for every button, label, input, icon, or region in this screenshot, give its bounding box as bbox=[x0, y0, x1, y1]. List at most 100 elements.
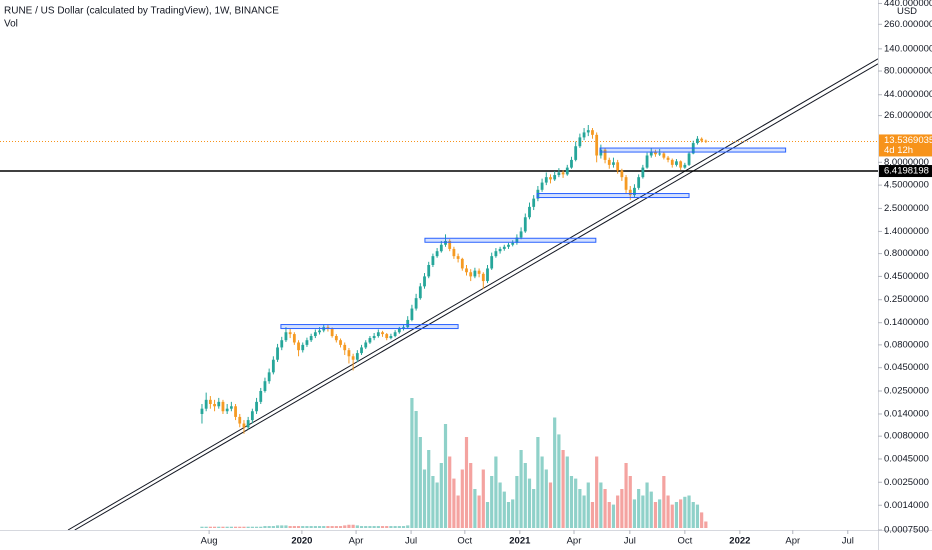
volume-bar bbox=[691, 502, 695, 528]
volume-bar bbox=[603, 489, 607, 528]
candle-body bbox=[574, 146, 578, 160]
volume-bar bbox=[380, 526, 385, 528]
volume-bar bbox=[389, 526, 393, 528]
candle-body bbox=[234, 406, 237, 417]
volume-bar bbox=[548, 482, 553, 528]
candle-body bbox=[435, 251, 439, 257]
volume-bar bbox=[364, 526, 368, 528]
candle-body bbox=[645, 155, 649, 168]
y-tick-label: 2.5000000 bbox=[884, 203, 929, 214]
y-tick-label: 44.0000000 bbox=[884, 89, 932, 100]
volume-bar bbox=[679, 499, 683, 528]
candle-body bbox=[460, 258, 464, 269]
volume-bar bbox=[540, 456, 544, 528]
candle-body bbox=[599, 149, 603, 156]
y-tick-label: 0.0450000 bbox=[884, 362, 929, 373]
candle-body bbox=[704, 140, 708, 142]
volume-bar bbox=[473, 489, 477, 528]
candle-body bbox=[284, 332, 288, 341]
volume-bar bbox=[204, 526, 208, 528]
volume-bar bbox=[553, 417, 557, 528]
volume-bar bbox=[637, 489, 641, 528]
volume-bar bbox=[599, 482, 603, 528]
candle-body bbox=[679, 161, 683, 168]
volume-bar bbox=[653, 502, 658, 528]
volume-bar bbox=[435, 482, 439, 528]
volume-bar bbox=[649, 491, 653, 528]
volume-bar bbox=[683, 496, 687, 528]
candle-body bbox=[229, 406, 233, 409]
candle-body bbox=[654, 151, 657, 155]
volume-bar bbox=[498, 482, 502, 528]
candle-body bbox=[465, 268, 468, 273]
candle-body bbox=[649, 151, 653, 156]
candle-body bbox=[456, 256, 460, 259]
volume-bar bbox=[670, 504, 674, 528]
volume-bar bbox=[208, 526, 212, 528]
volume-bar bbox=[460, 469, 464, 528]
candle-body bbox=[511, 242, 515, 245]
volume-bar bbox=[628, 476, 632, 528]
volume-bar bbox=[242, 526, 246, 528]
x-tick-label: Aug bbox=[201, 536, 218, 547]
volume-bar bbox=[427, 450, 431, 528]
candle-body bbox=[255, 401, 258, 412]
y-tick-label: 26.0000000 bbox=[884, 110, 932, 121]
last-price-label: 13.5369035 bbox=[884, 135, 932, 146]
plot-area bbox=[0, 58, 878, 530]
candle-body bbox=[490, 256, 494, 269]
level-box bbox=[424, 237, 597, 243]
volume-bar bbox=[515, 476, 519, 528]
candle-body bbox=[641, 167, 645, 178]
candle-body bbox=[565, 167, 569, 175]
volume-bar bbox=[586, 482, 590, 528]
candle-body bbox=[515, 237, 519, 243]
y-tick-label: 0.8000000 bbox=[884, 248, 929, 259]
volume-bar bbox=[662, 476, 666, 528]
volume-bar bbox=[565, 456, 569, 528]
volume-bar bbox=[456, 495, 460, 528]
volume-bar bbox=[313, 526, 317, 528]
candle-body bbox=[528, 206, 531, 218]
candle-body bbox=[427, 265, 431, 277]
candle-body bbox=[620, 170, 624, 178]
y-tick-label: 0.0250000 bbox=[884, 386, 929, 397]
candle-body bbox=[477, 270, 481, 274]
candle-body bbox=[246, 420, 250, 428]
volume-bar bbox=[334, 526, 338, 528]
candle-body bbox=[486, 268, 489, 282]
candle-body bbox=[519, 231, 523, 238]
y-tick-label: 80.0000000 bbox=[884, 66, 932, 77]
volume-bar bbox=[217, 526, 221, 528]
volume-bar bbox=[359, 526, 364, 528]
candle-body bbox=[267, 372, 271, 382]
volume-label: Vol bbox=[4, 19, 18, 30]
candle-body bbox=[208, 399, 212, 405]
x-tick-label: Apr bbox=[785, 536, 800, 547]
candle-body bbox=[423, 276, 426, 287]
candle-body bbox=[662, 153, 666, 158]
volume-bar bbox=[397, 526, 401, 528]
candle-body bbox=[536, 189, 540, 199]
x-tick-label: Oct bbox=[457, 536, 472, 547]
candle-body bbox=[393, 332, 397, 337]
y-tick-label: 0.0140000 bbox=[884, 408, 929, 419]
volume-bar bbox=[481, 469, 485, 528]
volume-bar bbox=[490, 476, 494, 528]
candle-body bbox=[578, 137, 582, 147]
volume-bar bbox=[326, 526, 330, 528]
y-tick-label: 0.0080000 bbox=[884, 431, 929, 442]
volume-bar bbox=[259, 526, 263, 528]
candle-body bbox=[305, 340, 309, 345]
candle-body bbox=[616, 162, 620, 171]
candle-body bbox=[313, 332, 317, 337]
candle-body bbox=[213, 404, 216, 407]
x-tick-label: Apr bbox=[349, 536, 364, 547]
candle-body bbox=[368, 338, 372, 343]
candle-body bbox=[439, 244, 443, 252]
volume-bar bbox=[506, 502, 511, 528]
candle-body bbox=[297, 342, 300, 351]
volume-bar bbox=[590, 502, 595, 528]
candle-body bbox=[402, 327, 405, 329]
volume-bar bbox=[385, 526, 389, 528]
